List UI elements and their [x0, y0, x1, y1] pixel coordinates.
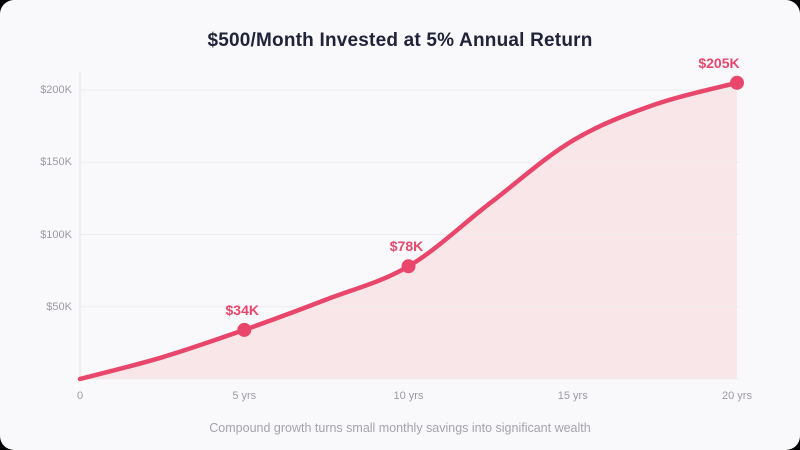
chart-title: $500/Month Invested at 5% Annual Return [207, 30, 593, 51]
data-point-label: $205K [698, 54, 740, 71]
x-axis-tick-label: 5 yrs [232, 390, 257, 402]
data-point-dot [730, 75, 744, 90]
x-axis-tick-label: 10 yrs [393, 390, 424, 402]
chart-caption: Compound growth turns small monthly savi… [209, 421, 591, 435]
y-axis-tick-label: $50K [46, 300, 72, 313]
x-axis-tick-label: 0 [76, 390, 84, 402]
data-point-dot [237, 322, 252, 337]
area-fill [80, 82, 737, 380]
data-point-label: $78K [389, 238, 424, 255]
y-axis-tick-label: $100K [40, 228, 72, 241]
data-point-dot [401, 259, 416, 274]
y-axis-tick-label: $200K [40, 84, 72, 96]
x-axis-tick-label: 20 yrs [722, 390, 752, 402]
x-axis-tick-label: 15 yrs [557, 390, 588, 402]
data-point-label: $34K [225, 301, 259, 318]
y-axis-tick-label: $150K [40, 156, 72, 169]
